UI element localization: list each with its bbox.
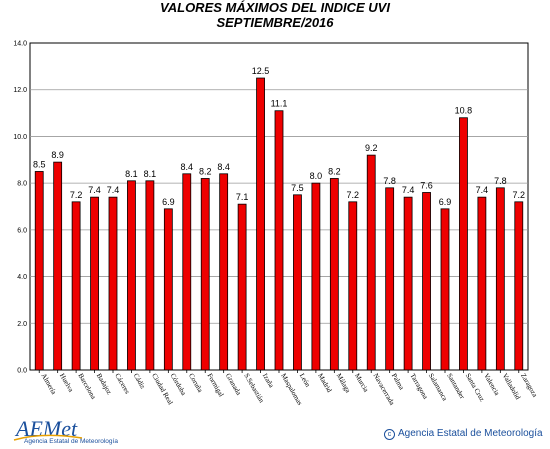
x-tick-label: Granada — [224, 372, 243, 397]
bar — [163, 208, 173, 371]
bar-value-label: 7.1 — [236, 192, 249, 202]
bar — [219, 173, 229, 371]
x-tick-label: Formigal — [205, 372, 225, 398]
x-tick-label: Madrid — [316, 372, 333, 394]
bar — [477, 196, 487, 371]
chart-titles: VALORES MÁXIMOS DEL INDICE UVI SEPTIEMBR… — [0, 0, 550, 30]
y-tick-label: 14.0 — [13, 41, 27, 48]
bar-value-label: 9.2 — [365, 143, 378, 153]
bar-value-label: 7.6 — [420, 180, 433, 190]
bar — [329, 178, 339, 371]
x-tick-label: Valladolid — [501, 372, 523, 401]
y-tick-label: 2.0 — [17, 321, 27, 328]
chart-subtitle: SEPTIEMBRE/2016 — [216, 15, 334, 30]
x-tick-label: Cádiz — [132, 372, 147, 390]
bar-value-label: 7.8 — [383, 176, 396, 186]
bar — [90, 196, 99, 371]
bar-value-label: 7.4 — [402, 185, 415, 195]
chart-title: VALORES MÁXIMOS DEL INDICE UVI — [160, 0, 390, 15]
bar-value-label: 7.5 — [291, 183, 304, 193]
y-tick-label: 4.0 — [17, 274, 27, 281]
bar-value-label: 7.2 — [70, 190, 83, 200]
bar-value-label: 11.1 — [271, 99, 288, 109]
x-tick-label: Valencia — [482, 372, 501, 398]
x-tick-label: Cáceres — [113, 372, 131, 395]
y-tick-label: 8.0 — [17, 181, 27, 188]
x-tick-label: Murcia — [353, 372, 370, 394]
bar — [182, 173, 192, 371]
bar — [459, 117, 468, 371]
bar-value-label: 8.0 — [310, 171, 323, 181]
bar — [348, 201, 358, 371]
credit-text: Agencia Estatal de Meteorología — [398, 428, 543, 439]
bar — [274, 110, 284, 371]
bar — [311, 182, 321, 371]
bar-value-label: 8.9 — [51, 150, 64, 160]
x-tick-label: Barcelona — [76, 372, 98, 401]
bar-value-label: 7.4 — [476, 185, 489, 195]
bar — [495, 187, 505, 371]
bar — [514, 201, 524, 371]
bar — [366, 154, 376, 371]
bar — [256, 77, 265, 371]
bar — [422, 192, 431, 371]
bar-value-label: 7.4 — [88, 185, 101, 195]
bar — [200, 178, 210, 371]
x-tick-label: Almería — [39, 372, 58, 397]
bar-value-label: 7.8 — [494, 176, 507, 186]
x-tick-label: Palma — [390, 372, 406, 392]
bar-value-label: 8.2 — [199, 166, 212, 176]
copyright-credit: c Agencia Estatal de Meteorología — [384, 428, 543, 440]
bar-value-label: 8.1 — [144, 169, 157, 179]
x-tick-label: Málaga — [335, 372, 353, 395]
bar-value-label: 8.4 — [217, 162, 230, 172]
bar — [34, 171, 44, 371]
bar-value-label: 8.2 — [328, 166, 341, 176]
bar — [71, 201, 81, 371]
y-tick-label: 6.0 — [17, 227, 27, 234]
bar-value-label: 7.4 — [107, 185, 120, 195]
bar — [127, 180, 136, 371]
bar-value-label: 7.2 — [347, 190, 360, 200]
x-tick-label: Izaña — [261, 372, 276, 390]
bar-value-label: 8.1 — [125, 169, 138, 179]
copyright-icon: c — [384, 429, 395, 440]
bar — [403, 196, 413, 371]
x-tick-label: Tarragona — [408, 372, 430, 401]
aemet-logo-subtitle: Agencia Estatal de Meteorología — [24, 438, 118, 445]
y-tick-label: 12.0 — [13, 87, 27, 94]
y-tick-label: 10.0 — [13, 134, 27, 141]
x-tick-label: Córdoba — [169, 372, 188, 398]
x-tick-label: León — [298, 372, 312, 389]
bar — [53, 161, 63, 371]
x-tick-label: Badajoz — [95, 372, 113, 396]
x-tick-label: Zaragoza — [519, 372, 539, 399]
bar — [293, 194, 302, 371]
bar-value-label: 6.9 — [162, 197, 175, 207]
bar-value-label: 8.5 — [33, 159, 46, 169]
bar — [385, 187, 395, 371]
aemet-logo: AEMet — [13, 416, 83, 441]
bar-value-label: 7.2 — [513, 190, 526, 200]
bar-value-label: 8.4 — [181, 162, 194, 172]
bar-value-label: 10.8 — [455, 106, 473, 116]
bar — [440, 208, 450, 371]
x-tick-label: Coruña — [187, 372, 205, 395]
bar-value-label: 6.9 — [439, 197, 452, 207]
x-tick-label: Huelva — [58, 372, 75, 394]
bar — [108, 196, 118, 371]
bar — [237, 203, 247, 371]
bar-value-label: 12.5 — [252, 66, 270, 76]
bar — [145, 180, 155, 371]
y-tick-label: 0.0 — [17, 368, 27, 375]
